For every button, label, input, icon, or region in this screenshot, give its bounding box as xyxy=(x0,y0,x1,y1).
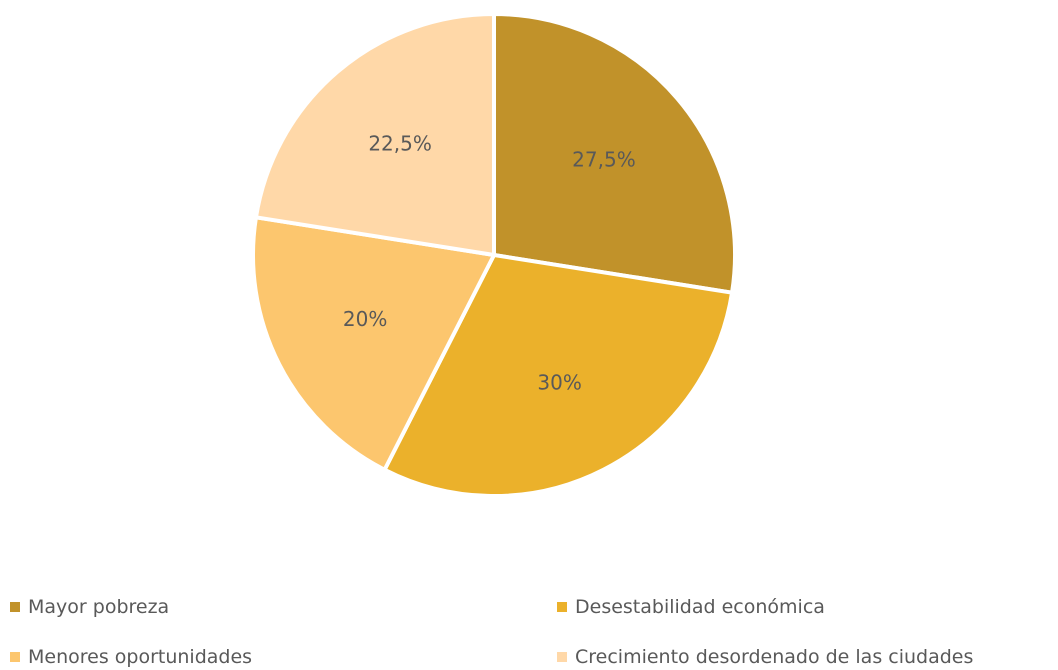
data-label-0: 27,5% xyxy=(572,148,636,172)
pie-slice-0 xyxy=(492,12,737,295)
data-label-3: 22,5% xyxy=(368,132,432,156)
pie-slice-1 xyxy=(382,253,735,498)
pie-slice-3 xyxy=(253,12,496,257)
pie-slice-2 xyxy=(251,215,496,472)
data-label-1: 30% xyxy=(537,370,581,394)
data-label-2: 20% xyxy=(343,307,387,331)
